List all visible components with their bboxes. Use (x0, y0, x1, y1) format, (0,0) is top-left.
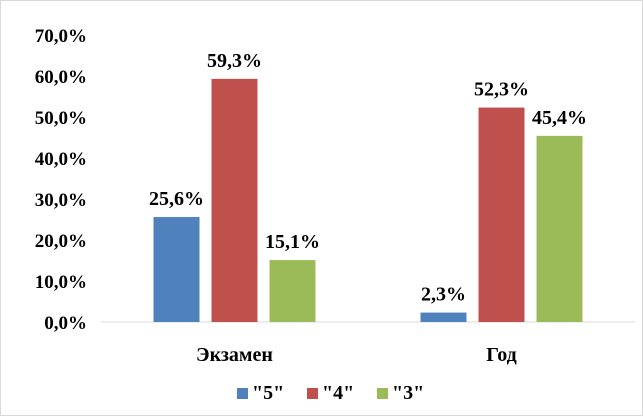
y-axis-ticks: 0,0% 10,0% 20,0% 30,0% 40,0% 50,0% 60,0% 70,0% (35, 26, 87, 334)
data-label: 2,3% (421, 284, 466, 306)
data-label: 45,4% (532, 107, 587, 129)
data-labels: 25,6% 59,3% 15,1% 2,3% 52,3%45,4% (149, 50, 587, 306)
y-tick-label: 50,0% (35, 108, 87, 129)
y-tick-label: 20,0% (35, 231, 87, 252)
bar (420, 312, 467, 322)
bar (536, 135, 583, 322)
legend-label: "4" (322, 382, 354, 404)
y-tick-label: 60,0% (35, 67, 87, 88)
legend: "5" "4" "3" (237, 382, 424, 404)
y-tick-label: 40,0% (35, 149, 87, 170)
x-axis-categories: Экзамен Год (196, 344, 517, 366)
legend-swatch (377, 388, 388, 399)
bar (269, 260, 316, 322)
bar (211, 78, 258, 323)
data-label: 59,3% (207, 50, 262, 72)
bars (153, 78, 583, 323)
category-label: Экзамен (196, 344, 273, 366)
data-label: 52,3% (474, 79, 529, 101)
bar (478, 107, 525, 322)
data-label: 25,6% (149, 188, 204, 210)
legend-swatch (307, 388, 318, 399)
legend-label: "3" (392, 382, 424, 404)
legend-label: "5" (252, 382, 284, 404)
bar (153, 217, 200, 322)
y-tick-label: 10,0% (35, 272, 87, 293)
y-tick-label: 70,0% (35, 26, 87, 47)
category-label: Год (486, 344, 517, 366)
y-tick-label: 30,0% (35, 190, 87, 211)
y-tick-label: 0,0% (44, 313, 87, 334)
data-label: 15,1% (265, 231, 320, 253)
legend-swatch (237, 388, 248, 399)
